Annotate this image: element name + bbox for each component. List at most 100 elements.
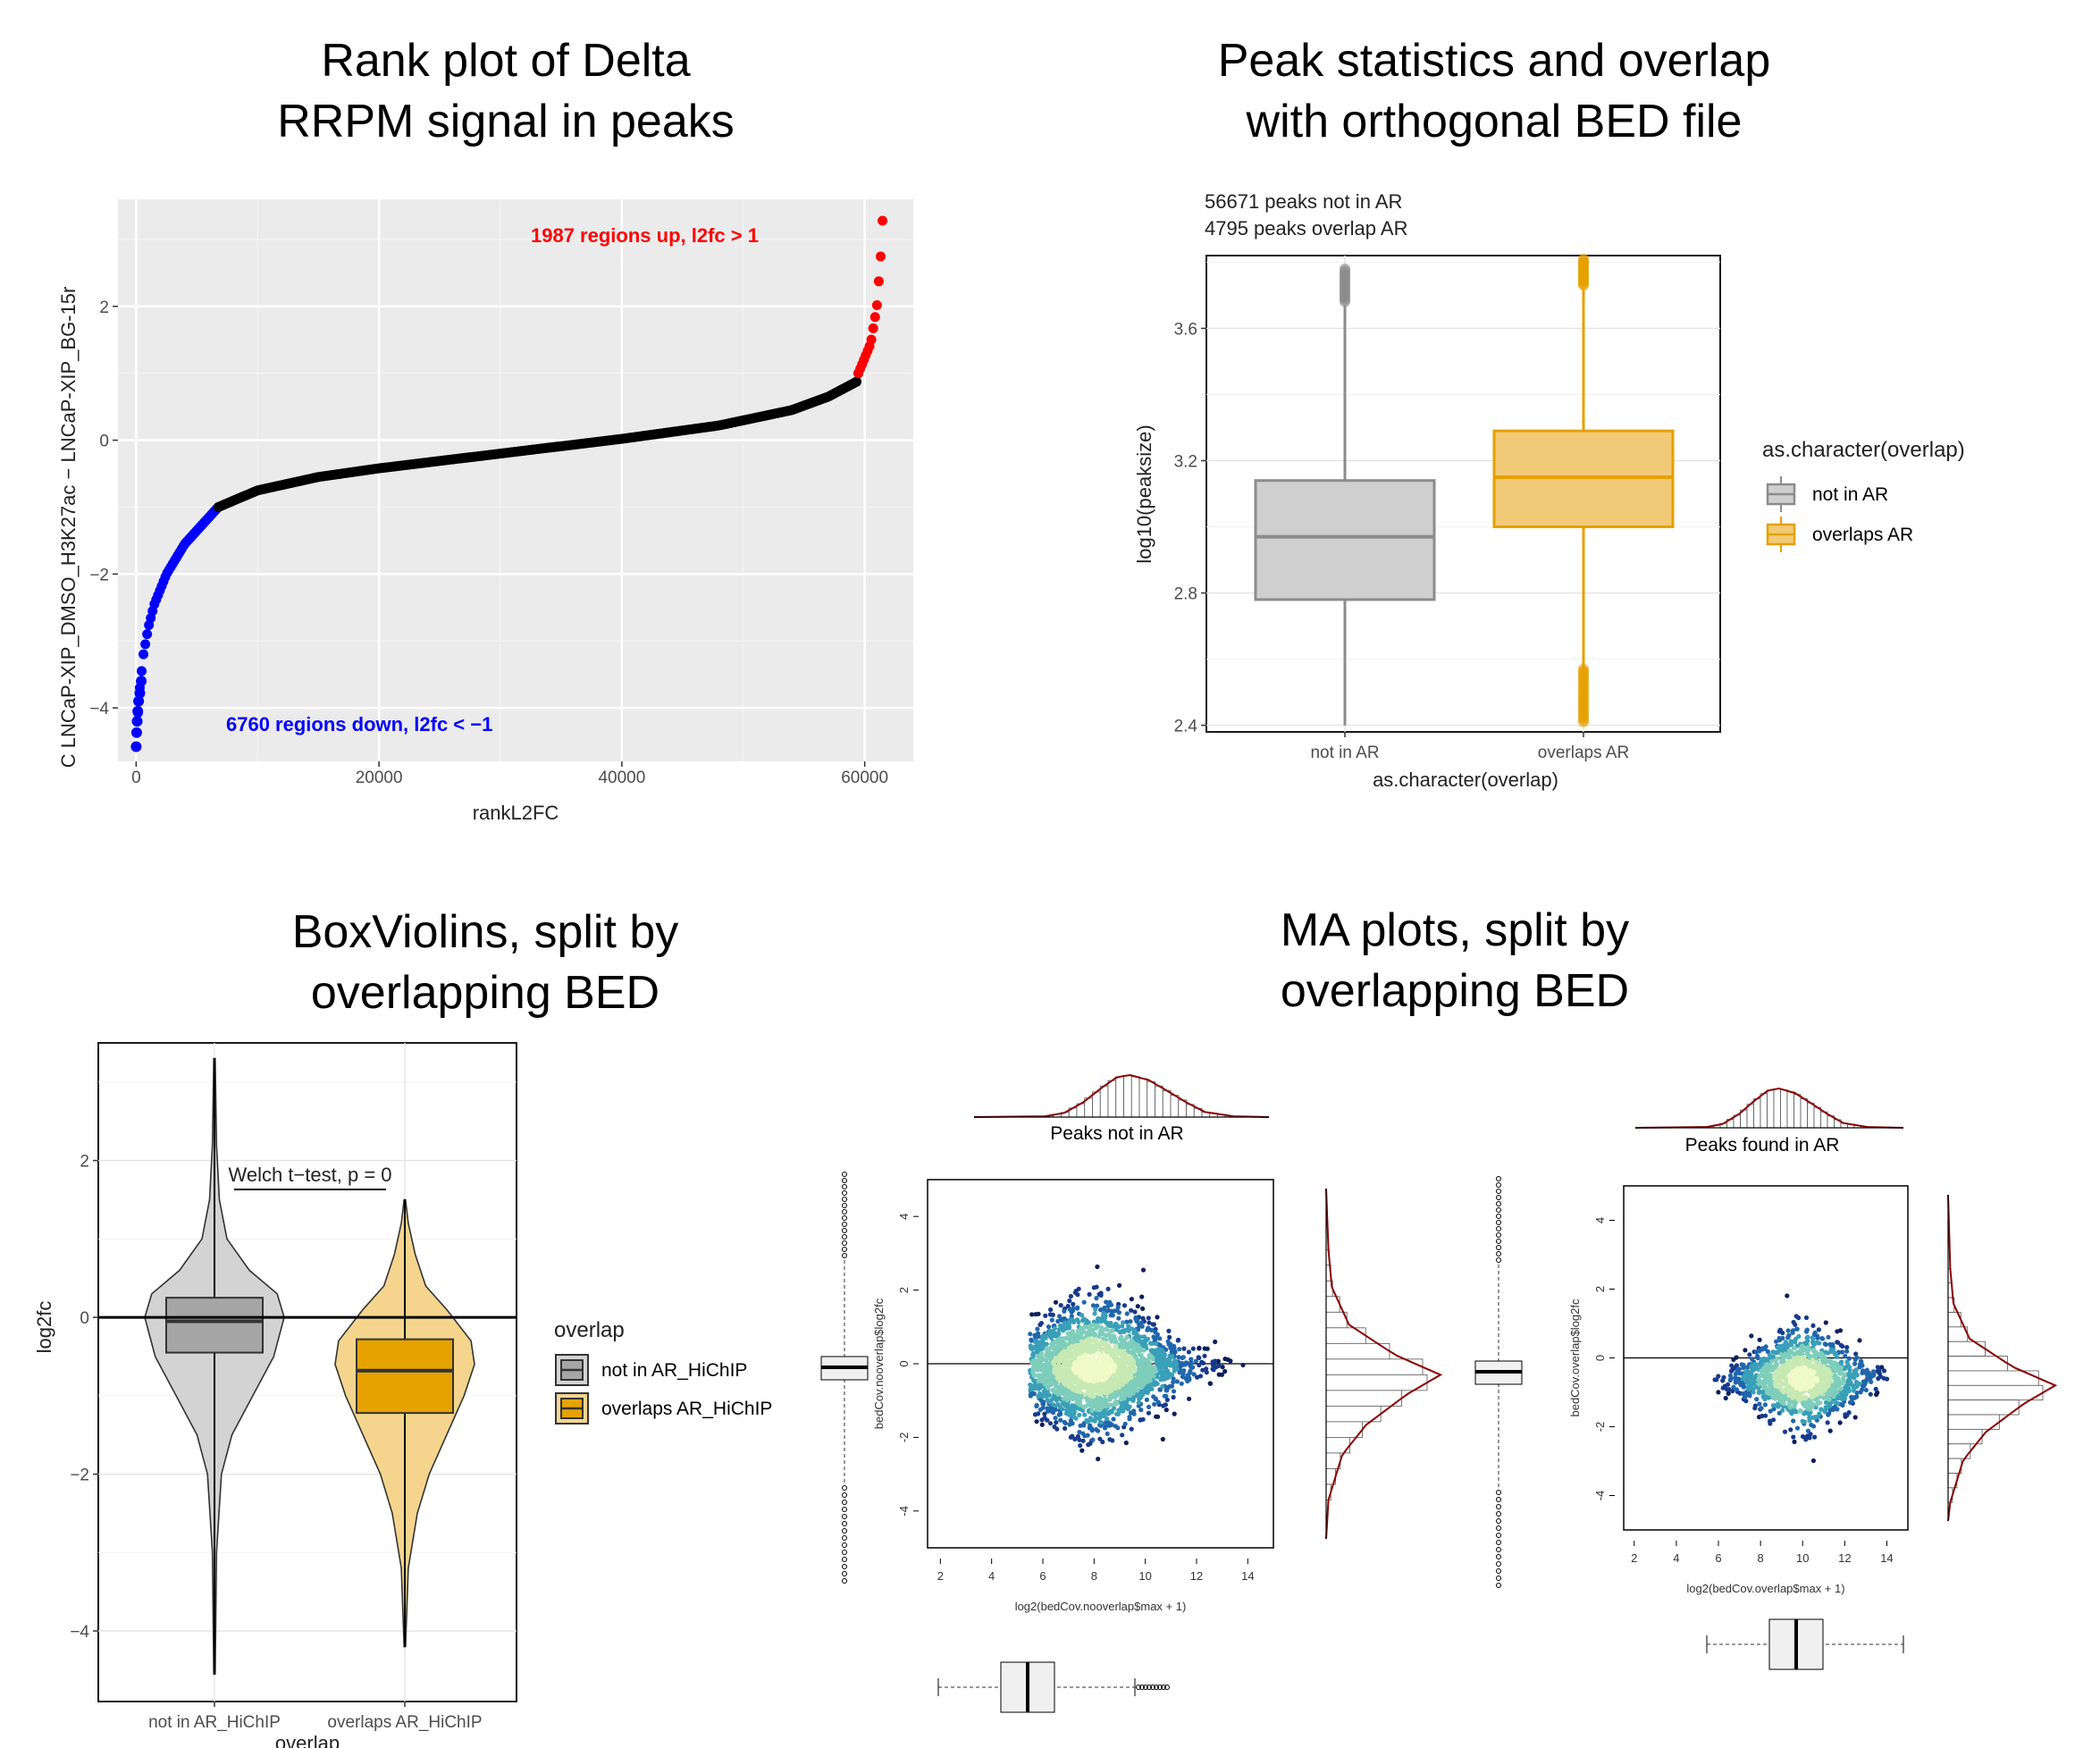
ma-point (1047, 1421, 1054, 1426)
ma-point (1876, 1375, 1881, 1382)
histogram-bar (1947, 1384, 2044, 1401)
outlier-point (842, 1172, 847, 1177)
ma-point (1176, 1355, 1181, 1360)
ma-title-line: MA plots, split by (1281, 904, 1629, 956)
ma-point (1762, 1346, 1768, 1351)
histogram-bar (1325, 1390, 1402, 1407)
outlier-point (842, 1184, 847, 1189)
ma-point (1129, 1426, 1134, 1432)
ma-point (1062, 1308, 1067, 1314)
ma-point (1104, 1424, 1109, 1429)
ma-point (1817, 1411, 1822, 1416)
ma-point (1151, 1394, 1156, 1399)
ma-point (1840, 1343, 1845, 1349)
ma-point (1040, 1405, 1046, 1410)
ma-point (1780, 1408, 1785, 1413)
ma-point (1090, 1353, 1096, 1358)
histogram-bar (1746, 1104, 1754, 1129)
ma-point (1036, 1411, 1041, 1416)
outlier-point (1147, 1685, 1152, 1690)
peakstats-y-axis-label: log10(peaksize) (1133, 424, 1155, 563)
ma-x-tick-label: 14 (1880, 1551, 1893, 1565)
ma-point (1058, 1417, 1063, 1423)
ma-point (1078, 1442, 1083, 1449)
ma-point (1150, 1322, 1155, 1327)
ma-right-histogram (1947, 1194, 2058, 1522)
outlier-point (1496, 1201, 1501, 1206)
ma-point (1082, 1412, 1088, 1417)
ma-point (1814, 1373, 1819, 1378)
ma-point (1075, 1292, 1080, 1298)
ma-point (1171, 1380, 1176, 1385)
ma-point (1155, 1399, 1161, 1405)
ma-point (1790, 1330, 1795, 1335)
rank-y-tick-label: 0 (99, 433, 109, 451)
boxviolin-y-axis-label: log2fc (33, 1301, 55, 1354)
ma-point (1079, 1313, 1085, 1318)
ma-point (1036, 1334, 1041, 1340)
peakstats-x-axis-label: as.character(overlap) (1373, 769, 1558, 791)
outlier-point (1496, 1525, 1501, 1531)
ma-left-boxplot (820, 1172, 869, 1584)
ma-point (1098, 1319, 1104, 1324)
outlier-point (1496, 1176, 1501, 1181)
outlier-point (1496, 1182, 1501, 1188)
ma-x-tick-label: 14 (1241, 1569, 1254, 1583)
ma-point (1132, 1309, 1138, 1315)
ma-point (1175, 1338, 1180, 1343)
ma-point (1092, 1366, 1097, 1372)
ma-point (1154, 1414, 1159, 1419)
ma-point (1105, 1303, 1111, 1309)
outlier-point (842, 1190, 847, 1196)
outlier-point (842, 1535, 847, 1541)
ma-point (1868, 1391, 1873, 1397)
peakstats-legend: as.character(overlap) not in AR overlaps A… (1762, 438, 1965, 552)
ma-x-tick-label: 2 (1631, 1551, 1637, 1565)
ma-point (1728, 1368, 1734, 1374)
ma-point (1785, 1293, 1790, 1298)
ma-point (1730, 1388, 1735, 1394)
rank-title-line: RRPM signal in peaks (277, 96, 735, 147)
outlier-point (1578, 663, 1589, 675)
boxviolin-y-tick-label: −2 (70, 1466, 89, 1485)
rank-point (132, 705, 144, 717)
ma-point (1121, 1303, 1128, 1308)
ma-point (1843, 1353, 1848, 1359)
ma-point (1835, 1354, 1840, 1359)
ma-point (1067, 1298, 1072, 1304)
ma-point (1126, 1404, 1131, 1409)
outlier-point (842, 1578, 847, 1584)
ma-x-tick-label: 8 (1757, 1551, 1763, 1565)
ma-point (1048, 1335, 1054, 1340)
ma-point (1105, 1327, 1110, 1332)
ma-point (1777, 1410, 1782, 1416)
rank-annotation-down: 6760 regions down, l2fc < −1 (226, 713, 492, 735)
ma-point (1844, 1345, 1850, 1350)
histogram-bar (1793, 1094, 1802, 1129)
ma-x-tick-label: 4 (1673, 1551, 1679, 1565)
ma-point (1794, 1326, 1800, 1332)
peakstats-title-line: Peak statistics and overlap (1218, 35, 1771, 87)
density-curve (1947, 1194, 2058, 1522)
histogram-bar (1123, 1075, 1132, 1118)
ma-point (1141, 1334, 1147, 1340)
outlier-point (842, 1222, 847, 1227)
ma-point (1821, 1395, 1827, 1400)
ma-point (1881, 1368, 1887, 1374)
ma-point (1113, 1424, 1118, 1429)
ma-point (1036, 1311, 1041, 1316)
rank-y-tick-label: 2 (99, 298, 109, 317)
ma-point (1819, 1407, 1824, 1412)
ma-point (1055, 1384, 1061, 1390)
histogram-bar (1780, 1089, 1788, 1129)
ma-point (1126, 1328, 1131, 1333)
box (1254, 479, 1436, 601)
ma-point (1039, 1422, 1045, 1427)
ma-point (1080, 1431, 1086, 1436)
ma-point (1853, 1351, 1859, 1357)
ma-point (1172, 1368, 1177, 1374)
ma-point (1097, 1346, 1103, 1351)
ma-point (1875, 1365, 1880, 1370)
legend-entry-label: not in AR_HiChIP (601, 1360, 747, 1381)
ma-point (1088, 1423, 1093, 1428)
